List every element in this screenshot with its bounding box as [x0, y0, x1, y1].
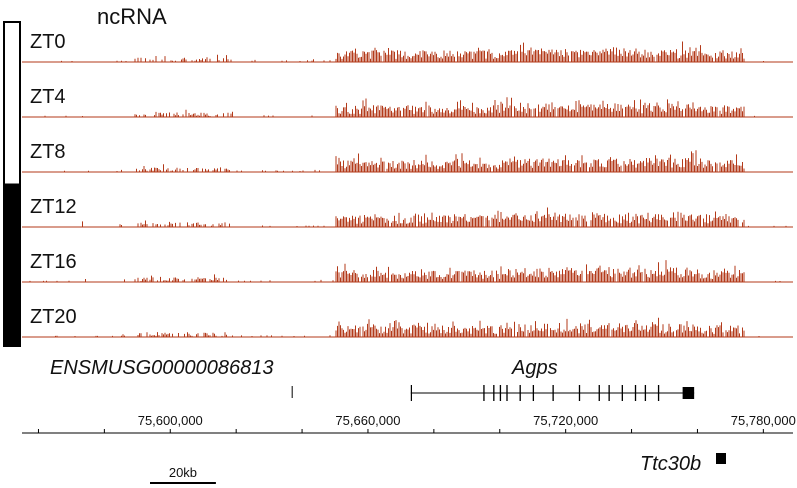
phase-segment-dark — [3, 291, 21, 347]
gene-exon — [578, 385, 581, 401]
gene-model-ttc30b — [716, 453, 726, 464]
gene-exon — [621, 385, 623, 401]
gene-exon — [552, 385, 554, 401]
track-signal — [55, 317, 760, 337]
track-zt16: ZT16 — [22, 251, 793, 283]
track-label: ZT12 — [30, 196, 77, 218]
gene-exon — [682, 387, 695, 399]
track-label: ZT0 — [30, 31, 66, 53]
gene-exon — [634, 385, 637, 401]
gene-exon — [532, 385, 535, 401]
gene-model-agps — [410, 385, 695, 401]
gene-exon — [499, 385, 502, 401]
coordinate-axis: 75,600,000 75,660,000 75,720,000 75,780,000 — [22, 413, 796, 434]
track-label: ZT8 — [30, 141, 66, 163]
gene-annotations: ENSMUSG00000086813 Agps Ttc30b — [50, 357, 726, 475]
track-signal — [44, 97, 755, 117]
track-label: ZT4 — [30, 86, 66, 108]
scale-bar: 20kb — [150, 465, 216, 484]
light-dark-phase-bar — [3, 21, 21, 347]
gene-label-ensmusg: ENSMUSG00000086813 — [50, 357, 273, 379]
axis-tick-label: 75,780,000 — [731, 413, 796, 428]
phase-segment-light — [3, 129, 21, 185]
track-signal — [82, 207, 787, 227]
gene-exon — [483, 385, 485, 401]
phase-segment-dark — [3, 237, 21, 293]
track-signal — [61, 41, 764, 62]
gene-exon — [644, 385, 647, 401]
axis-tick-label: 75,600,000 — [138, 413, 203, 428]
track-signal — [29, 260, 781, 282]
phase-segment-light — [3, 21, 21, 77]
gene-exon — [506, 385, 508, 401]
gene-exon — [410, 385, 412, 401]
phase-segment-dark — [3, 183, 21, 239]
track-label: ZT16 — [30, 251, 77, 273]
gene-label-ttc30b: Ttc30b — [640, 453, 701, 475]
track-zt4: ZT4 — [22, 86, 793, 118]
gene-exon — [657, 385, 660, 401]
track-zt0: ZT0 — [22, 31, 793, 63]
track-zt12: ZT12 — [22, 196, 793, 228]
scale-bar-label: 20kb — [169, 465, 197, 480]
track-label: ZT20 — [30, 306, 77, 328]
axis-tick-label: 75,720,000 — [533, 413, 598, 428]
gene-label-agps: Agps — [511, 357, 558, 379]
track-zt20: ZT20 — [22, 306, 793, 338]
axis-tick-label: 75,660,000 — [335, 413, 400, 428]
phase-segment-light — [3, 75, 21, 131]
track-zt8: ZT8 — [22, 141, 793, 173]
track-signal — [64, 150, 745, 172]
signal-tracks: ZT0 ZT4 ZT8 ZT12 ZT16 ZT20 — [22, 31, 793, 338]
phase-bar-outline — [3, 21, 21, 347]
gene-exon — [493, 385, 495, 401]
figure-title: ncRNA — [97, 4, 167, 29]
gene-exon — [519, 385, 521, 401]
gene-exon — [598, 385, 600, 401]
gene-exon — [608, 385, 610, 401]
